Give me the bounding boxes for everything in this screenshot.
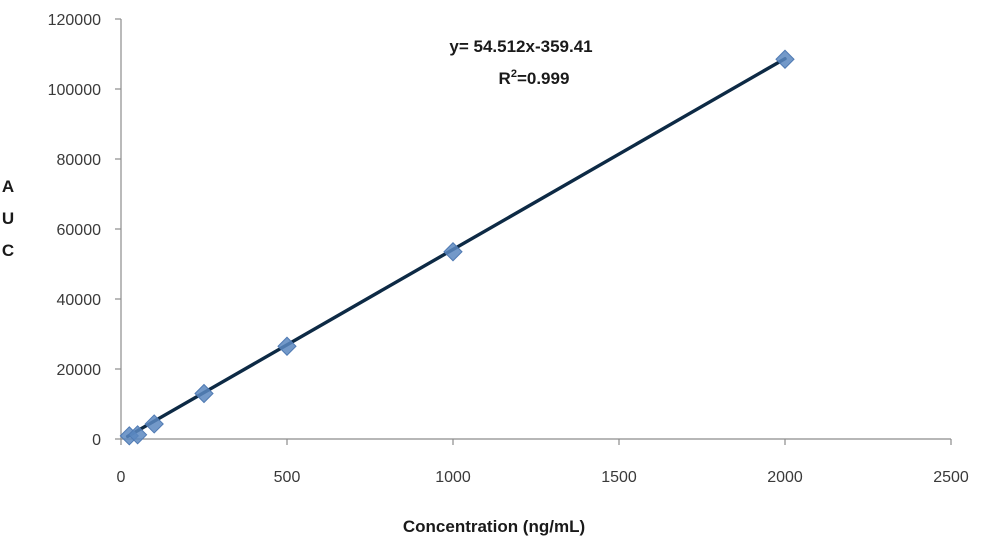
data-points [119, 49, 795, 446]
y-tick-label: 0 [92, 432, 101, 449]
x-tick-label: 2500 [933, 469, 969, 486]
x-tick-label: 1500 [601, 469, 637, 486]
y-tick-label: 100000 [48, 82, 101, 99]
r-squared-label: R2=0.999 [499, 68, 570, 88]
x-tick-label: 500 [274, 469, 301, 486]
x-tick-label: 0 [117, 469, 126, 486]
y-axis-title-letter-c: C [2, 241, 14, 260]
y-tick-label: 60000 [57, 222, 102, 239]
y-axis-title-letter-a: A [2, 177, 14, 196]
data-point [775, 49, 795, 69]
y-tick-label: 40000 [57, 292, 102, 309]
data-point [443, 242, 463, 262]
y-tick-label: 120000 [48, 12, 101, 29]
y-tick-label: 80000 [57, 152, 102, 169]
y-axis-title-letter-u: U [2, 209, 14, 228]
x-tick-label: 2000 [767, 469, 803, 486]
data-point [144, 414, 164, 434]
y-tick-label: 20000 [57, 362, 102, 379]
x-tick-label: 1000 [435, 469, 471, 486]
axes: 0 20000 40000 60000 80000 100000 120000 0 500 100… [48, 12, 969, 486]
x-axis-title: Concentration (ng/mL) [403, 517, 585, 536]
data-point [127, 425, 148, 445]
data-point [277, 336, 297, 356]
regression-equation: y= 54.512x-359.41 [449, 37, 592, 56]
data-point [194, 383, 214, 404]
